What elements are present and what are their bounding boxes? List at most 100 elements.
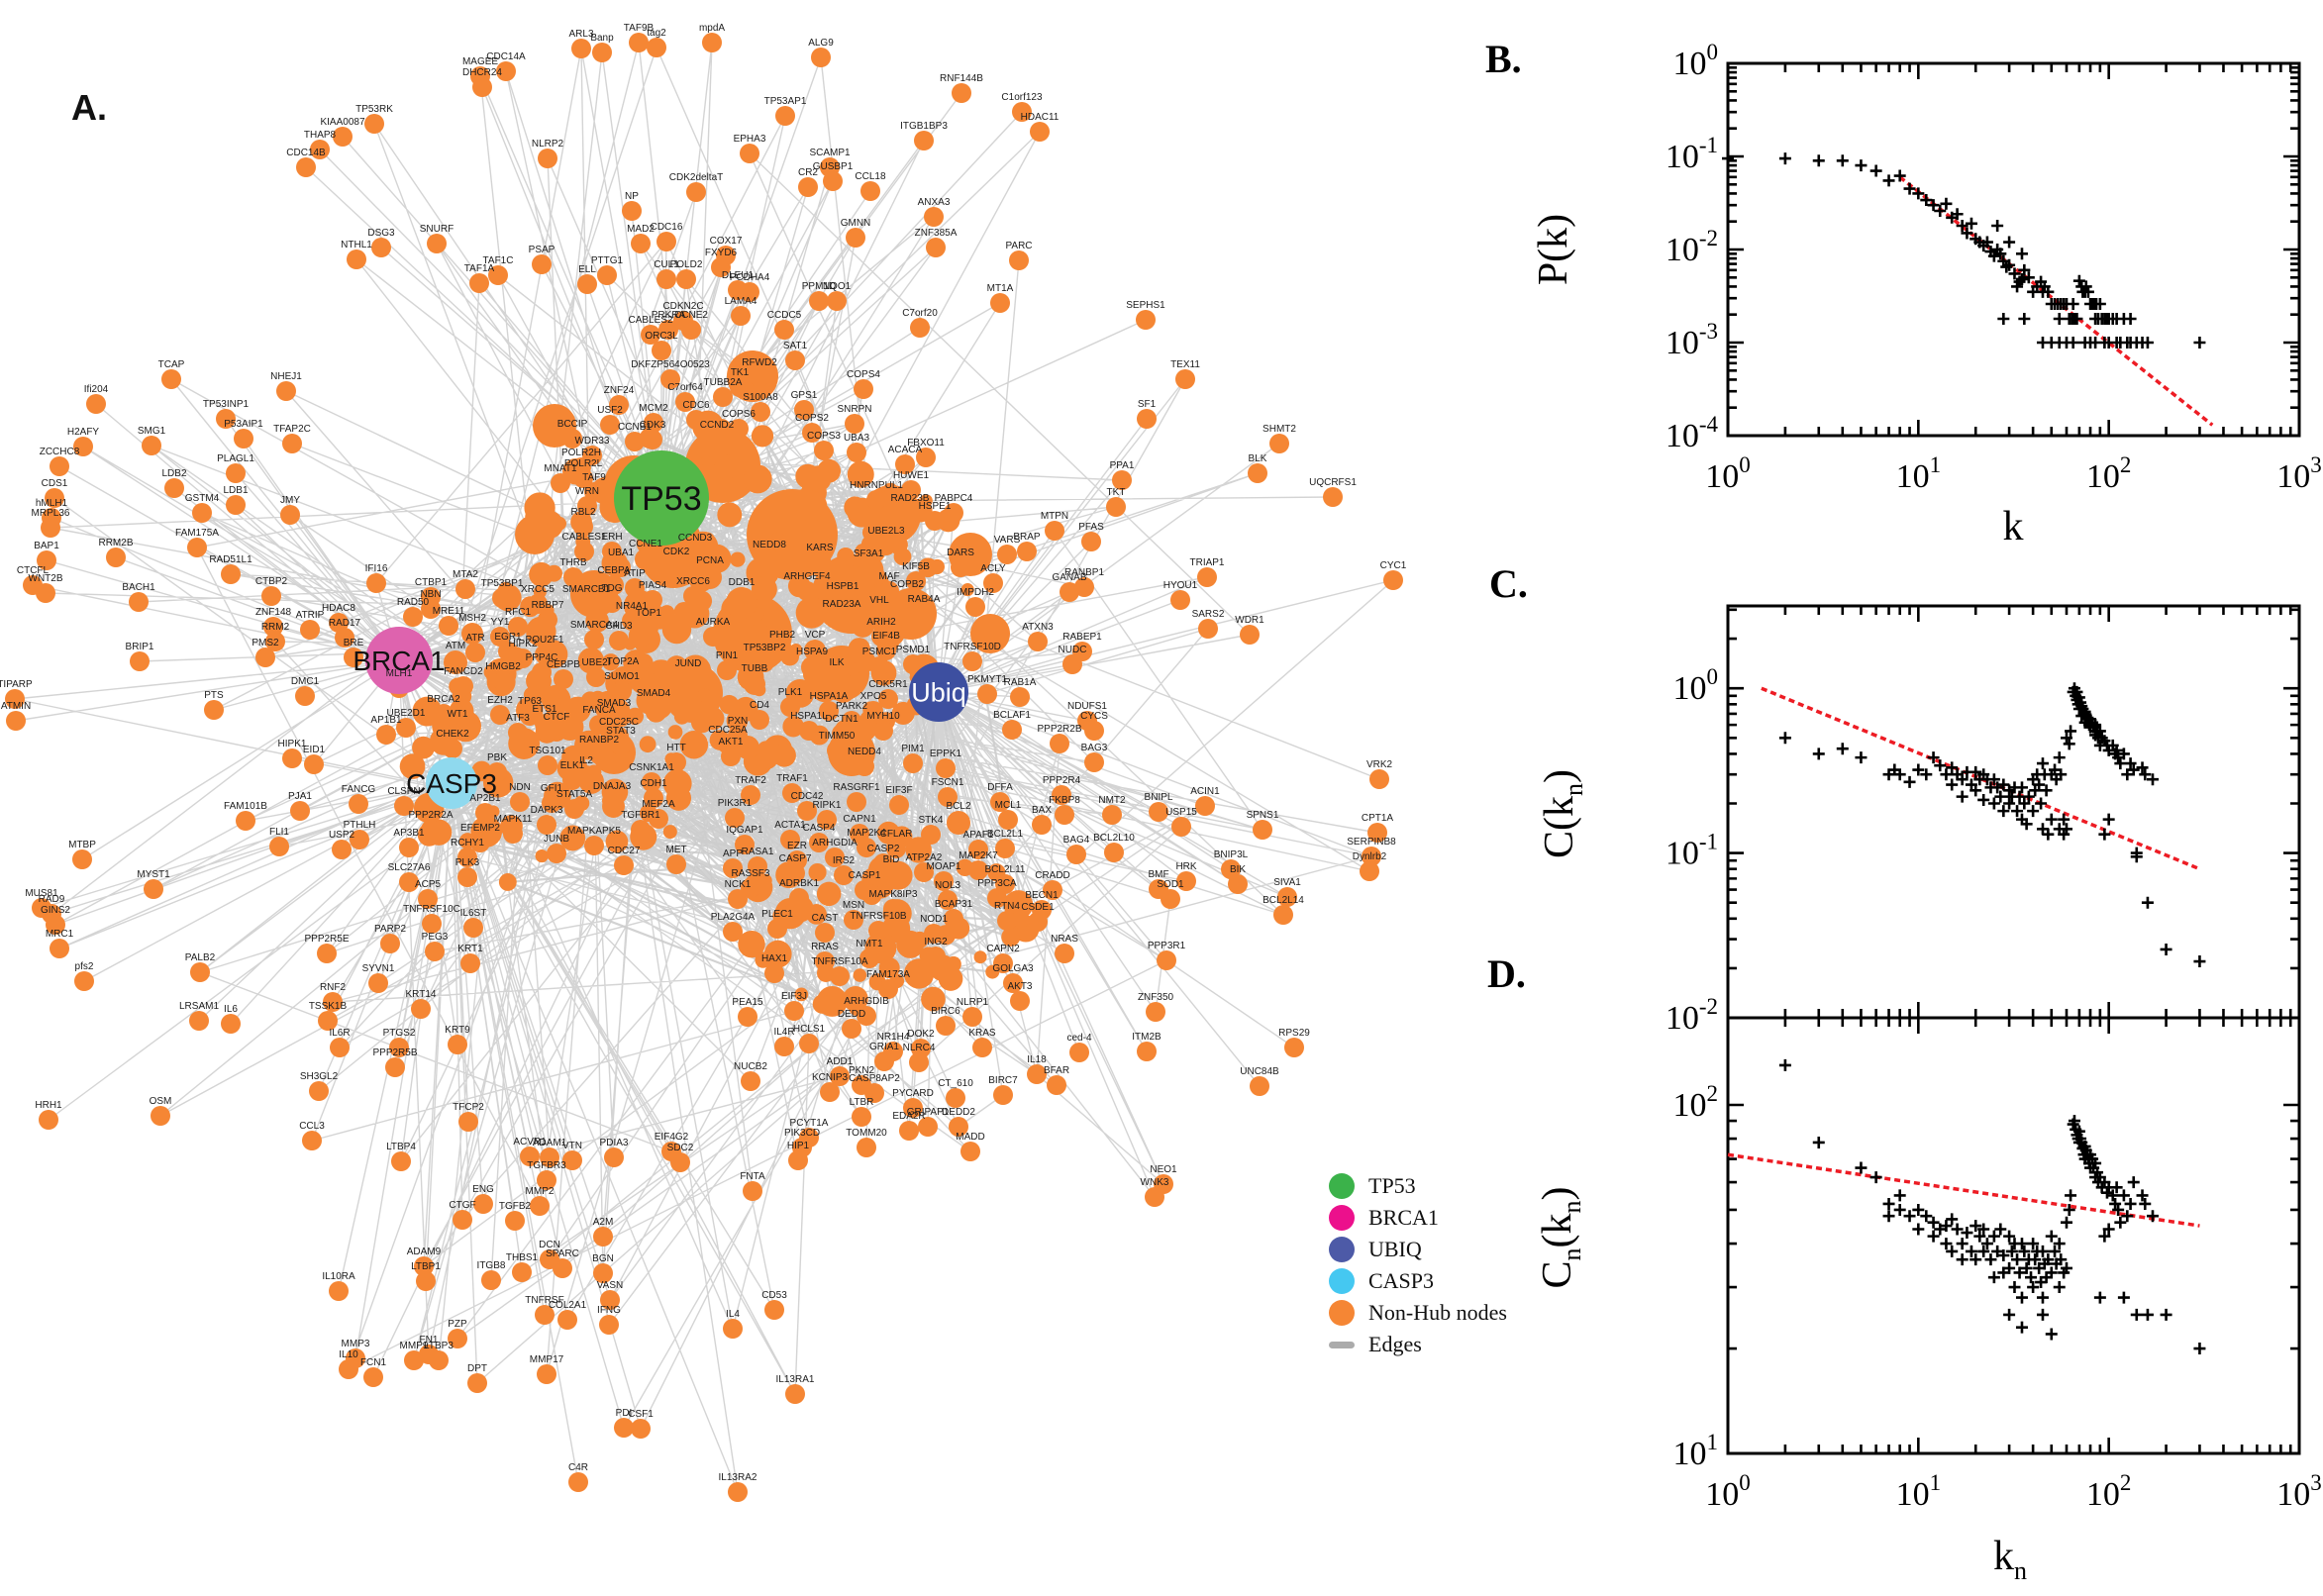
non-hub-node <box>622 201 642 221</box>
non-hub-node <box>535 645 555 664</box>
non-hub-node <box>295 686 315 706</box>
non-hub-node <box>559 825 586 851</box>
non-hub-node <box>604 1147 624 1167</box>
gene-label: CR2 <box>798 167 818 178</box>
non-hub-node <box>990 293 1010 313</box>
gene-label: CASP7 <box>779 853 812 864</box>
non-hub-node <box>764 963 784 983</box>
gene-label: PMS2 <box>252 638 279 648</box>
non-hub-node <box>960 1142 980 1161</box>
non-hub-node <box>190 962 210 982</box>
gene-label: MAPK11 <box>494 814 533 825</box>
non-hub-node <box>661 614 692 645</box>
non-hub-node <box>702 33 722 52</box>
non-hub-node <box>444 650 467 674</box>
x-tick-label: 102 <box>2086 1470 2132 1513</box>
gene-label: RAD51L1 <box>209 554 252 565</box>
non-hub-node <box>833 591 853 611</box>
non-hub-node <box>554 669 573 689</box>
non-hub-node <box>717 660 737 680</box>
gene-label: RABEP1 <box>1062 632 1102 643</box>
non-hub-node <box>234 429 253 449</box>
gene-label: MYH10 <box>866 711 900 722</box>
non-hub-node <box>332 840 352 859</box>
non-hub-node <box>1360 861 1379 881</box>
gene-label: LAMA4 <box>725 296 758 307</box>
non-hub-node <box>46 915 65 935</box>
non-hub-node <box>492 588 512 608</box>
non-hub-node <box>625 578 645 598</box>
hub-node-brca1 <box>365 627 433 694</box>
non-hub-node <box>323 992 343 1012</box>
gene-label: ced-4 <box>1066 1033 1091 1044</box>
non-hub-node <box>910 318 930 338</box>
gene-label: PJA1 <box>288 791 312 802</box>
gene-label: PYCARD <box>892 1088 934 1099</box>
panel-label-a: A. <box>71 87 107 128</box>
x-tick-label: 101 <box>1896 452 1942 495</box>
non-hub-node <box>592 43 612 62</box>
non-hub-node <box>656 269 676 289</box>
gene-label: HSPA1A <box>810 691 849 702</box>
non-hub-node <box>535 848 549 863</box>
non-hub-node <box>528 594 548 614</box>
gene-label: VARS <box>994 535 1021 546</box>
gene-label: RASSF3 <box>732 868 770 879</box>
non-hub-node <box>882 482 899 500</box>
data-points-B <box>1722 152 2206 349</box>
gene-label: EPPK1 <box>930 748 962 759</box>
gene-label: HIP1 <box>787 1141 810 1151</box>
gene-label: IL6ST <box>460 908 487 919</box>
hub-label-ubiq: Ubiq <box>911 677 966 707</box>
non-hub-node <box>366 573 386 593</box>
gene-label: MTPN <box>1041 511 1068 522</box>
axis-ticks-B <box>1726 61 2301 438</box>
gene-label: ATRIP <box>296 610 325 621</box>
gene-label: MAPKAPK5 <box>567 826 621 837</box>
non-hub-node <box>857 1138 876 1157</box>
gene-label: BIRC7 <box>988 1075 1018 1086</box>
gene-label: NBN <box>420 589 441 600</box>
legend-item-label: BRCA1 <box>1368 1205 1439 1230</box>
gene-label: CASP4 <box>803 823 836 834</box>
gene-label: NMT2 <box>1098 795 1126 806</box>
gene-label: MRE11 <box>433 606 465 617</box>
non-hub-node <box>226 463 246 483</box>
gene-label: C7orf64 <box>667 382 703 393</box>
gene-label: ZNF385A <box>915 228 958 239</box>
non-hub-node <box>1221 859 1241 879</box>
node-swatch-icon <box>1329 1268 1355 1294</box>
non-hub-node <box>584 836 604 855</box>
non-hub-node <box>686 182 706 202</box>
gene-label: DSG3 <box>367 228 395 239</box>
y-axis-title-C: C(kn​) <box>1537 769 1588 858</box>
gene-label: TKT <box>1107 487 1126 498</box>
non-hub-node <box>318 1011 338 1031</box>
non-hub-node <box>1137 1042 1157 1061</box>
non-hub-node <box>845 414 864 434</box>
non-hub-node <box>597 265 617 285</box>
gene-label: SDC2 <box>667 1143 694 1153</box>
gene-label: LRSAM1 <box>179 1001 219 1012</box>
non-hub-node <box>553 1258 572 1278</box>
non-hub-node <box>300 620 320 640</box>
gene-label: AURKA <box>696 617 731 628</box>
non-hub-node <box>1253 820 1272 840</box>
non-hub-node <box>523 686 541 704</box>
non-hub-node <box>949 1117 968 1137</box>
non-hub-node <box>926 947 946 966</box>
gene-label: NRAS <box>1051 934 1078 945</box>
gene-label: RNF2 <box>320 982 347 993</box>
gene-label: CHD3 <box>605 621 633 632</box>
gene-label: XPO5 <box>860 691 887 702</box>
gene-label: MSH2 <box>458 613 486 624</box>
legend: TP53 BRCA1 UBIQ CASP3 Non-Hub nodes Edges <box>1329 1170 1507 1360</box>
non-hub-node <box>350 830 369 849</box>
non-hub-node <box>924 207 944 227</box>
gene-label: COPS3 <box>807 431 841 442</box>
gene-label: FNTA <box>740 1171 765 1182</box>
non-hub-node <box>589 745 609 764</box>
non-hub-node <box>631 1419 651 1439</box>
gene-label: GPS1 <box>791 390 818 401</box>
non-hub-node <box>741 1071 760 1091</box>
